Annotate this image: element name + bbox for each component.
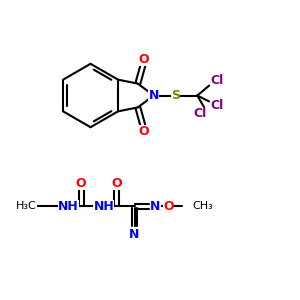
Text: O: O <box>111 177 122 190</box>
Text: NH: NH <box>94 200 114 213</box>
Text: O: O <box>163 200 173 213</box>
Text: H₃C: H₃C <box>16 202 37 212</box>
Text: N: N <box>148 89 159 102</box>
Text: Cl: Cl <box>211 99 224 112</box>
Text: O: O <box>139 53 149 66</box>
Text: O: O <box>139 125 149 138</box>
Text: N: N <box>150 200 161 213</box>
Text: NH: NH <box>58 200 79 213</box>
Text: N: N <box>129 228 140 241</box>
Text: Cl: Cl <box>211 74 224 87</box>
Text: Cl: Cl <box>194 107 207 120</box>
Text: S: S <box>171 89 180 102</box>
Text: O: O <box>76 177 86 190</box>
Text: CH₃: CH₃ <box>192 202 213 212</box>
